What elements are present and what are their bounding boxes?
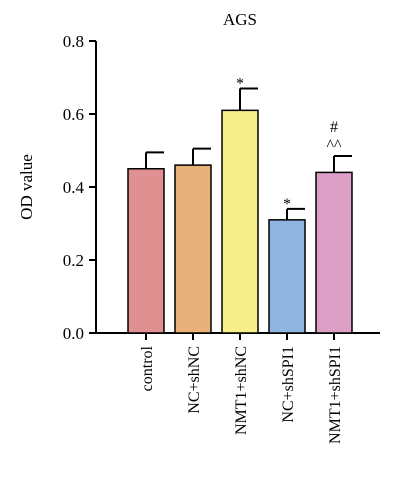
plot-area: 0.0 0.2 0.4 0.6 0.8 control NC+shNC NMT1+shNC NC… [63, 32, 380, 444]
x-tick-label: NC+shNC [186, 346, 203, 414]
y-tick-label: 0.0 [63, 324, 84, 343]
significance-marker: ^^ [326, 137, 342, 154]
chart-title: AGS [223, 10, 257, 29]
y-tick-label: 0.8 [63, 32, 84, 51]
bar-nc-shspi1 [268, 219, 306, 334]
significance-marker: * [236, 75, 244, 92]
x-tick-label: control [139, 345, 156, 391]
y-tick-label: 0.4 [63, 178, 85, 197]
y-tick-label: 0.6 [63, 105, 84, 124]
x-tick-label: NC+shSPI1 [280, 346, 297, 423]
y-axis-label: OD value [17, 154, 36, 220]
significance-marker: * [283, 196, 291, 213]
x-tick-label: NMT1+shNC [233, 346, 250, 435]
bar-nc-shnc [174, 164, 212, 334]
significance-marker: # [330, 119, 338, 136]
bar-nmt1-shspi1 [315, 171, 353, 334]
bar-nmt1-shnc [221, 109, 259, 334]
bar-control [127, 168, 165, 334]
y-tick-label: 0.2 [63, 251, 84, 270]
x-tick-label: NMT1+shSPI1 [327, 346, 344, 444]
